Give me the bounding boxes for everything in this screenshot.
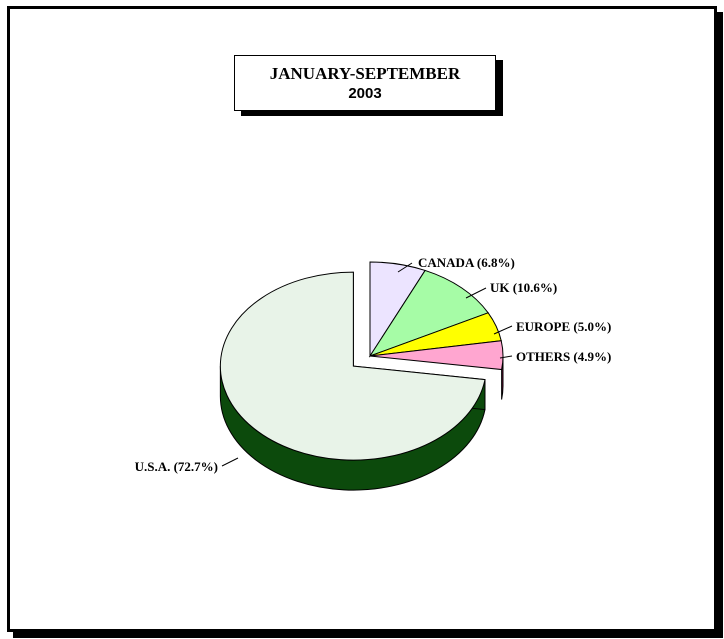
slice-others	[369, 340, 504, 371]
chart-title: JANUARY-SEPTEMBER	[269, 64, 461, 83]
slice-label-europe: EUROPE (5.0%)	[516, 319, 611, 334]
leader-line-canada	[397, 262, 413, 273]
slice-uk	[368, 269, 489, 357]
pie-tops	[219, 261, 504, 461]
slice-u-s-a	[219, 271, 486, 461]
leader-line-uk	[465, 287, 487, 299]
slice-label-others: OTHERS (4.9%)	[516, 349, 611, 364]
leader-line-u-s-a	[221, 457, 239, 467]
slice-label-canada: CANADA (6.8%)	[418, 255, 515, 270]
pie-labels: CANADA (6.8%) UK (10.6%) EUROPE (5.0%) OTHE…	[135, 255, 612, 474]
chart-title-box: JANUARY-SEPTEMBER 2003	[234, 55, 496, 111]
leader-line-europe	[493, 325, 513, 335]
slice-label-u-s-a: U.S.A. (72.7%)	[135, 459, 218, 474]
chart-subtitle: 2003	[348, 85, 382, 102]
slice-label-uk: UK (10.6%)	[490, 280, 557, 295]
leader-line-others	[499, 355, 513, 359]
